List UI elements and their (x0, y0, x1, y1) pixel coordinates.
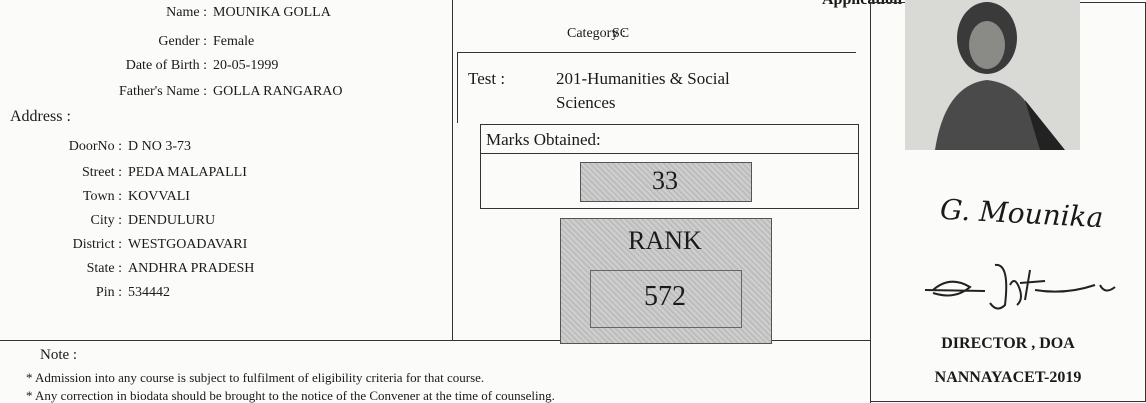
address-field-label: DoorNo : (68, 139, 122, 154)
address-label: Address : (10, 108, 71, 125)
signature-director (925, 263, 1116, 310)
signature-stroke (925, 263, 1116, 310)
test-line: Sciences (556, 93, 616, 112)
photo-body (935, 80, 1045, 150)
field-label: Name : (166, 5, 207, 20)
address-field-value: KOVVALI (128, 189, 190, 204)
note-item: * Admission into any course is subject t… (26, 370, 485, 385)
address-field-value: D NO 3-73 (128, 139, 191, 154)
rank-value: 572 (644, 281, 686, 312)
note-title: Note : (40, 347, 78, 363)
signature-applicant: G. Mounika (939, 192, 1105, 235)
field-value: GOLLA RANGARAO (213, 84, 343, 99)
address-field-label: Town : (82, 189, 122, 204)
application-label: Application No : 107247 (822, 0, 987, 8)
rank-inner (590, 270, 742, 328)
address-field-value: 534442 (128, 285, 170, 300)
address-field-label: Street : (81, 165, 122, 180)
note-item: * Any correction in biodata should be br… (26, 388, 555, 403)
test-line: 201-Humanities & Social (556, 69, 730, 88)
address-field-value: PEDA MALAPALLI (128, 165, 247, 180)
address-field-label: State : (86, 261, 122, 276)
marks-panel (580, 162, 752, 202)
test-label: Test : (468, 69, 506, 88)
address-field-value: DENDULURU (128, 213, 216, 228)
address-field-label: Pin : (95, 285, 122, 300)
photo-shawl (1025, 100, 1065, 150)
test-box (457, 52, 856, 123)
address-field-label: City : (90, 213, 122, 228)
rank-label: RANK (628, 226, 702, 255)
exam-name: NANNAYACET-2019 (934, 369, 1082, 386)
category-label: Category : (567, 26, 626, 41)
field-value: MOUNIKA GOLLA (213, 5, 331, 20)
field-label: Date of Birth : (125, 58, 207, 73)
director-title: DIRECTOR , DOA (941, 335, 1075, 352)
marks-value: 33 (652, 166, 678, 195)
note-box (0, 340, 871, 403)
rank-panel (560, 218, 772, 344)
address-field-value: WESTGOADAVARI (128, 237, 248, 252)
marks-box (480, 153, 859, 209)
field-value: 20-05-1999 (213, 58, 279, 73)
marks-label: Marks Obtained: (486, 130, 601, 149)
address-field-value: ANDHRA PRADESH (128, 261, 255, 276)
field-label: Father's Name : (118, 84, 207, 99)
category-value: SC (612, 26, 630, 41)
photo-face (969, 21, 1005, 69)
photo (905, 0, 1080, 150)
address-field-label: District : (72, 237, 122, 252)
field-label: Gender : (158, 34, 207, 49)
field-value: Female (213, 34, 255, 49)
